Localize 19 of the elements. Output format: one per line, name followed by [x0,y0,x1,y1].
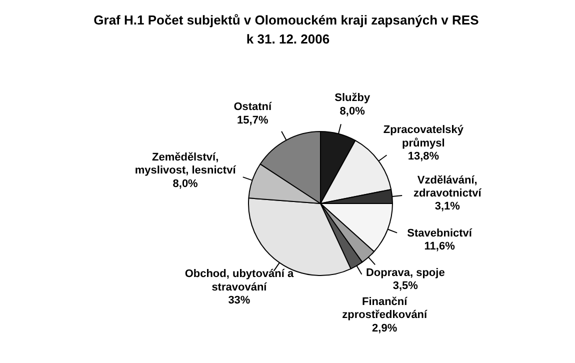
slice-label: Zemědělství, myslivost, lesnictví [134,151,237,177]
data-label: 2,9% [372,322,398,334]
slice-label: Ostatní [234,101,273,114]
slice-label: Zpracovatelský průmysl [383,124,464,150]
slice-label: Vzdělávání, zdravotnictví [413,174,482,200]
data-label: 8,0% [172,178,198,190]
legend-label: Doprava, spoje [366,267,445,279]
data-label: 3,5% [392,280,418,292]
data-label: 11,6% [424,240,456,253]
data-label: 8,0% [340,105,366,118]
slice-label: Obchod, ubytování a stravování [184,268,294,294]
data-label: 13,8% [408,150,440,163]
data-label: 3,1% [434,200,460,213]
data-label: 15,7% [237,114,268,126]
slice-label: Služby [334,92,371,104]
data-label: 33% [228,294,250,307]
slice-label: Finanční zprostředkování [342,296,428,322]
chart-title: Graf H.1 Počet subjektů v Olomouckém kraji zapsaných v RES k 31. 12. 2006 [94,12,480,46]
slice-label: Stavebnictví [407,227,473,240]
